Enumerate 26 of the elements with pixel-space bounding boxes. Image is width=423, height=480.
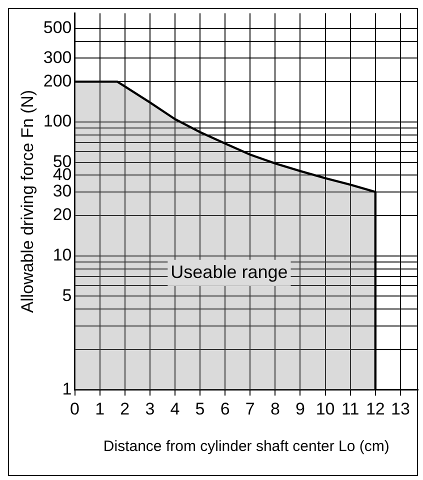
y-tick-label: 300 [43, 48, 72, 67]
x-tick-label: 7 [245, 399, 255, 418]
x-tick-label: 3 [145, 399, 155, 418]
y-tick-label: 10 [52, 245, 72, 264]
x-tick-label: 6 [220, 399, 230, 418]
y-tick-label: 30 [52, 182, 72, 201]
x-tick-label: 4 [170, 399, 180, 418]
x-tick-label: 1 [95, 399, 105, 418]
y-axis-title: Allowable driving force Fn (N) [18, 90, 37, 313]
x-tick-label: 10 [316, 399, 335, 418]
y-tick-label: 500 [43, 18, 72, 38]
x-tick-label: 2 [120, 399, 130, 418]
y-tick-label: 200 [43, 71, 72, 90]
x-tick-label: 13 [391, 399, 410, 418]
x-tick-label: 8 [270, 399, 280, 418]
x-axis-title: Distance from cylinder shaft center Lo (cm) [103, 438, 390, 456]
x-tick-label: 12 [366, 399, 385, 418]
x-tick-label: 5 [195, 399, 205, 418]
x-tick-label: 0 [70, 399, 80, 418]
y-tick-label: 1 [62, 379, 72, 398]
y-tick-label: 100 [43, 112, 72, 131]
x-tick-label: 9 [296, 399, 305, 418]
y-tick-label: 20 [52, 205, 72, 224]
y-tick-label: 5 [62, 286, 72, 305]
annotation: Useable range [170, 262, 288, 282]
x-tick-label: 11 [342, 399, 360, 418]
